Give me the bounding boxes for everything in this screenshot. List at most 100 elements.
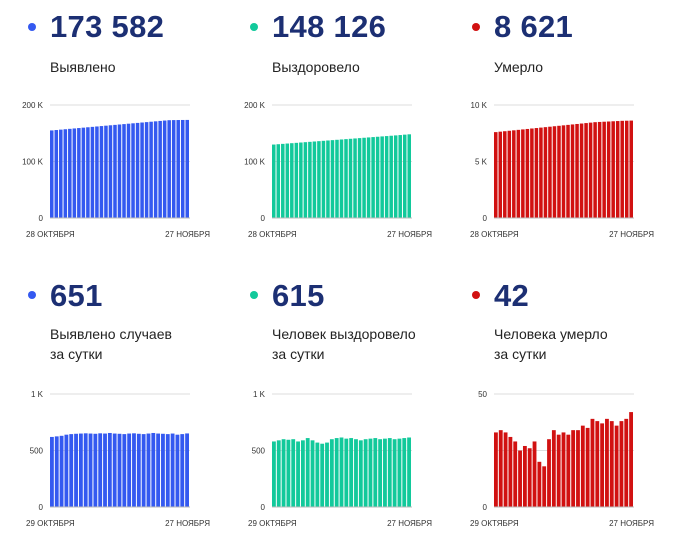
bar xyxy=(584,123,588,218)
bar xyxy=(321,140,326,218)
bar xyxy=(566,124,570,218)
bar xyxy=(525,128,530,218)
bar xyxy=(93,433,98,507)
bar xyxy=(393,135,398,218)
bar xyxy=(547,439,551,507)
bar xyxy=(151,432,156,507)
bar xyxy=(185,433,189,507)
bar xyxy=(86,127,90,218)
bar xyxy=(59,129,63,218)
total-cases-dot-icon xyxy=(28,23,36,31)
y-tick-label: 0 xyxy=(39,214,44,223)
y-tick-label: 500 xyxy=(252,447,266,456)
y-tick-label: 0 xyxy=(483,214,488,223)
bar xyxy=(579,123,584,218)
bar xyxy=(140,122,144,218)
bar xyxy=(354,439,358,507)
x-end-label: 27 НОЯБРЯ xyxy=(609,519,654,528)
bar xyxy=(527,448,532,507)
y-tick-label: 0 xyxy=(483,503,488,512)
bar xyxy=(308,141,312,218)
x-start-label: 29 ОКТЯБРЯ xyxy=(248,519,297,528)
y-tick-label: 200 K xyxy=(22,101,44,110)
bar xyxy=(276,440,281,507)
bar xyxy=(392,439,397,507)
total-recovered-number: 148 126 xyxy=(272,9,387,44)
total-deaths-chart: 10 K 5 K 0 28 ОКТЯБРЯ 27 НОЯБРЯ xyxy=(470,101,654,239)
bar xyxy=(77,128,81,218)
bar xyxy=(494,132,498,218)
bar xyxy=(498,430,503,507)
bar xyxy=(407,437,411,507)
panel-total-deaths: 8 621 Умерло 10 K 5 K 0 28 ОКТЯБРЯ 27 НОЯБРЯ xyxy=(444,0,664,270)
total-cases-label-line: Выявлено xyxy=(50,59,116,75)
bar xyxy=(516,129,521,218)
bar xyxy=(299,142,303,218)
x-start-label: 29 ОКТЯБРЯ xyxy=(470,519,519,528)
bar xyxy=(99,126,104,218)
bar xyxy=(552,126,557,218)
bar xyxy=(600,423,605,507)
x-end-label: 27 НОЯБРЯ xyxy=(387,519,432,528)
bar xyxy=(78,433,83,507)
panel-total-recovered: 148 126 Выздоровело 200 K 100 K 0 28 ОКТЯБР… xyxy=(222,0,442,270)
bar xyxy=(585,427,590,507)
bar xyxy=(122,434,127,507)
daily-recovered-label-line-1: Человек выздоровело xyxy=(272,326,416,342)
bar xyxy=(127,433,132,507)
bar xyxy=(605,418,609,507)
bar xyxy=(590,418,595,507)
bar xyxy=(494,432,498,507)
bar xyxy=(69,434,74,507)
bar xyxy=(170,433,175,507)
bar xyxy=(570,124,575,218)
total-recovered-chart: 200 K 100 K 0 28 ОКТЯБРЯ 27 НОЯБРЯ xyxy=(244,101,432,239)
bar xyxy=(290,143,294,218)
bar xyxy=(402,134,407,218)
bar xyxy=(611,121,615,218)
y-tick-label: 1 K xyxy=(253,390,266,399)
daily-deaths-number: 42 xyxy=(494,278,530,313)
panel-daily-deaths: 42 Человека умерло за сутки 50 0 29 ОКТЯБР… xyxy=(444,270,664,540)
bar xyxy=(162,120,167,218)
y-tick-label: 10 K xyxy=(471,101,488,110)
y-tick-label: 5 K xyxy=(475,158,488,167)
bar xyxy=(136,433,141,507)
bar xyxy=(291,439,296,507)
bar xyxy=(175,434,180,507)
bar xyxy=(180,434,185,507)
bar xyxy=(543,127,548,218)
bar xyxy=(54,436,59,508)
bar xyxy=(90,126,95,218)
bar xyxy=(171,120,176,218)
bar xyxy=(117,124,122,218)
total-recovered-dot-icon xyxy=(250,23,258,31)
daily-deaths-label-line-2: за сутки xyxy=(494,346,547,362)
bar xyxy=(281,143,285,218)
bar xyxy=(50,436,54,507)
y-tick-label: 0 xyxy=(261,503,266,512)
bar xyxy=(522,445,527,507)
bar xyxy=(310,440,315,507)
bar xyxy=(537,461,542,507)
bar xyxy=(539,127,543,218)
bar xyxy=(68,128,72,218)
daily-deaths-dot-icon xyxy=(472,291,480,299)
daily-deaths-label-line-1: Человека умерло xyxy=(494,326,608,342)
bar xyxy=(74,433,78,507)
bar xyxy=(64,434,69,507)
bar xyxy=(83,433,88,507)
bar xyxy=(339,437,344,507)
bar xyxy=(557,125,561,218)
total-deaths-dot-icon xyxy=(472,23,480,31)
bar xyxy=(407,134,411,218)
bar xyxy=(296,441,300,507)
bar xyxy=(281,439,286,507)
total-cases-chart: 200 K 100 K 0 28 ОКТЯБРЯ 27 НОЯБРЯ xyxy=(22,101,210,239)
bar xyxy=(50,130,54,218)
x-end-label: 27 НОЯБРЯ xyxy=(165,519,210,528)
bar xyxy=(103,433,107,507)
bar xyxy=(276,144,281,218)
bar xyxy=(63,129,68,218)
bar xyxy=(548,126,552,218)
